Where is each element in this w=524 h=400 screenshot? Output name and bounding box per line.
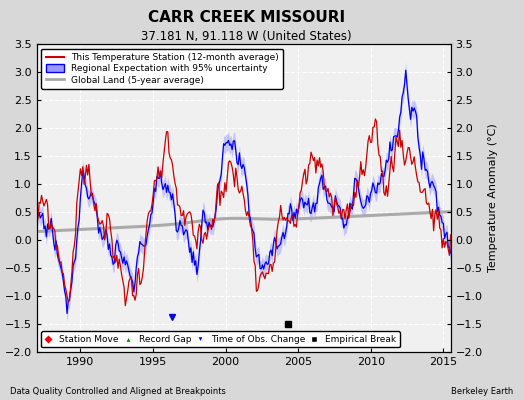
Text: CARR CREEK MISSOURI: CARR CREEK MISSOURI: [148, 10, 345, 25]
Text: 37.181 N, 91.118 W (United States): 37.181 N, 91.118 W (United States): [141, 30, 352, 43]
Text: Berkeley Earth: Berkeley Earth: [451, 387, 514, 396]
Text: Data Quality Controlled and Aligned at Breakpoints: Data Quality Controlled and Aligned at B…: [10, 387, 226, 396]
Y-axis label: Temperature Anomaly (°C): Temperature Anomaly (°C): [488, 124, 498, 272]
Legend: Station Move, Record Gap, Time of Obs. Change, Empirical Break: Station Move, Record Gap, Time of Obs. C…: [41, 331, 400, 348]
